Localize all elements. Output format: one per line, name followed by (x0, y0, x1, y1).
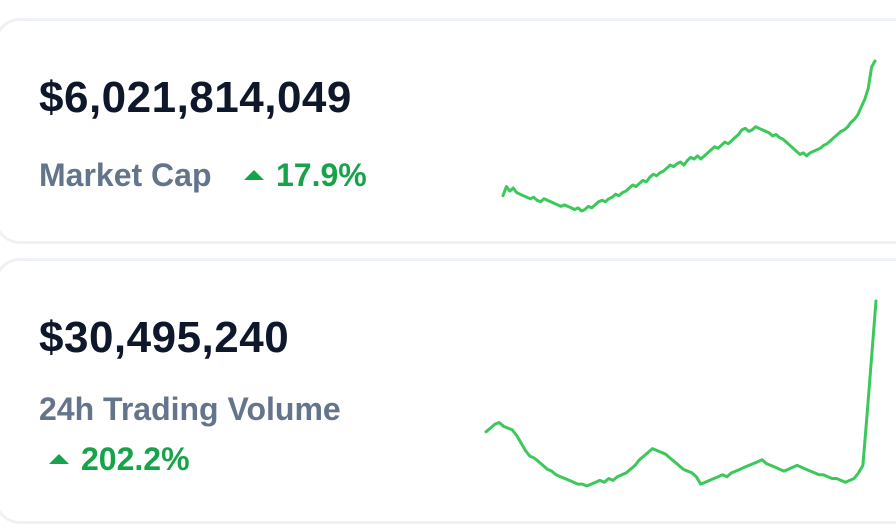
trading-volume-change-value: 202.2% (81, 441, 190, 477)
trading-volume-value: $30,495,240 (39, 313, 290, 362)
trading-volume-change: 202.2% (49, 441, 190, 478)
market-cap-value: $6,021,814,049 (39, 73, 352, 122)
market-cap-label: Market Cap (39, 157, 212, 193)
market-cap-card: $6,021,814,049 Market Cap 17.9% (0, 18, 896, 244)
trading-volume-card: $30,495,240 24h Trading Volume 202.2% (0, 258, 896, 524)
market-cap-change-value: 17.9% (276, 157, 367, 193)
trading-volume-sparkline (484, 299, 878, 488)
sparkline-path (501, 59, 877, 213)
market-cap-sparkline (501, 59, 877, 213)
caret-up-icon (49, 453, 69, 464)
sparkline-path (484, 299, 878, 488)
trading-volume-label: 24h Trading Volume (39, 391, 341, 427)
market-cap-change: 17.9% (244, 157, 367, 194)
caret-up-icon (244, 169, 264, 180)
